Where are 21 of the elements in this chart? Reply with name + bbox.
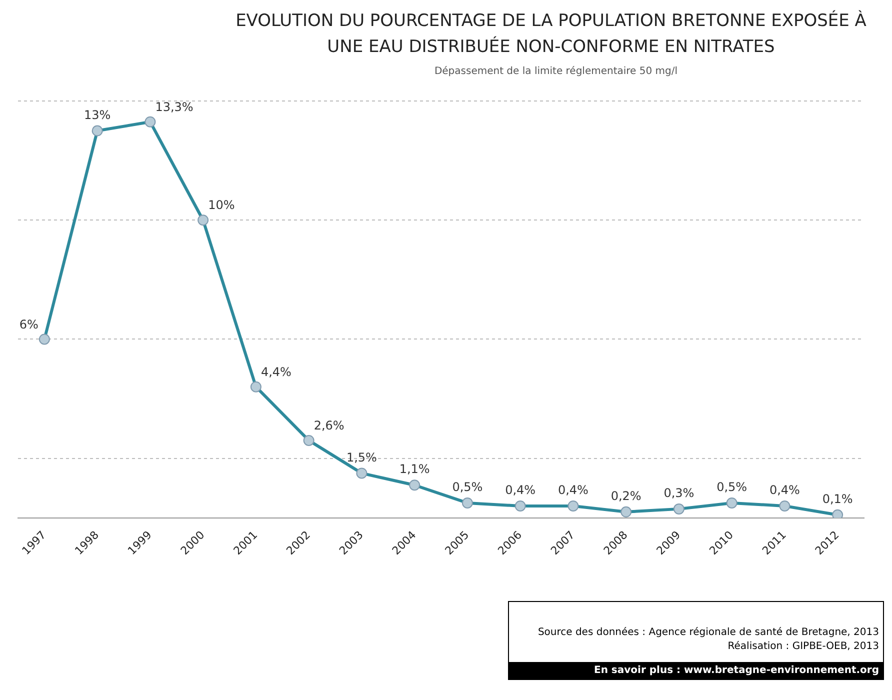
- data-label: 6%: [19, 317, 38, 332]
- data-label: 0,4%: [505, 483, 536, 498]
- data-label: 1,1%: [399, 462, 430, 476]
- data-label: 1,5%: [346, 450, 377, 464]
- data-label: 0,4%: [558, 483, 588, 498]
- data-label: 0,3%: [664, 486, 694, 500]
- data-label: 2,6%: [314, 418, 344, 433]
- data-label: 13%: [84, 108, 111, 122]
- data-label: 0,5%: [716, 480, 748, 494]
- data-label: 0,4%: [769, 483, 800, 498]
- chart-subtitle: Dépassement de la limite réglementaire 50 mg/l: [433, 66, 679, 77]
- data-label: 4,4%: [260, 364, 292, 379]
- source-note: Source des données : Agence régionale de santé de Bretagne, 2013: [536, 626, 879, 640]
- data-label: 10%: [208, 198, 235, 212]
- text: Réalisation : GIPBE-OEB, 2013: [726, 640, 879, 654]
- chart-title: EVOLUTION DU POURCENTAGE DE LA POPULATION BRETONNE EXPOSÉE À UNE EAU DISTRIBUÉE NON-CONFORME EN NITRATES: [234, 9, 868, 59]
- data-label: 0,5%: [452, 480, 483, 494]
- text: En savoir plus : www.bretagne-environnement.org: [509, 662, 883, 679]
- data-label: 0,1%: [822, 492, 853, 506]
- data-label: 0,2%: [610, 489, 642, 504]
- data-label: 13,3%: [155, 100, 194, 114]
